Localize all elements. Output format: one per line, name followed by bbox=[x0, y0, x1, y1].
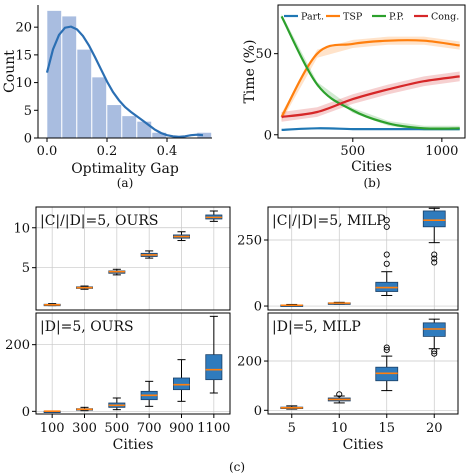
x-axis-label: Cities bbox=[351, 159, 392, 175]
panel-title: |C|/|D|=5, OURS bbox=[40, 213, 158, 229]
outlier-point bbox=[383, 344, 390, 351]
plot-frame bbox=[277, 4, 466, 139]
y-tick-label: 50 bbox=[255, 47, 272, 62]
time-percent-panel: 0 50 500 1000 Cities Time (%) Part. TSP P.P. Cong… bbox=[242, 4, 466, 190]
outlier-point bbox=[383, 260, 390, 267]
x-tick-label: 500 bbox=[340, 144, 365, 159]
x-tick-label: 0.4 bbox=[157, 144, 178, 159]
series-band bbox=[281, 36, 460, 121]
plot-frame bbox=[267, 206, 459, 311]
outlier-point bbox=[383, 223, 390, 230]
legend-label: P.P. bbox=[389, 12, 404, 23]
outlier-point bbox=[431, 348, 438, 355]
caption-c: (c) bbox=[229, 460, 245, 474]
boxplot-panel-c1: 5 10 |C|/|D|=5, OURS bbox=[13, 206, 231, 311]
y-tick-label: 0 bbox=[24, 132, 32, 147]
legend-label: Cong. bbox=[431, 12, 459, 23]
y-tick-label: 5 bbox=[22, 261, 30, 276]
y-tick-label: 0 bbox=[22, 405, 30, 420]
outlier-point bbox=[431, 350, 438, 357]
series-line bbox=[281, 75, 460, 118]
box bbox=[173, 377, 190, 391]
boxplot-panel-c3: 100 300 500 700 900 1100 0 200 |D|=5, OURS Cities bbox=[5, 312, 231, 453]
x-tick-label: 500 bbox=[104, 421, 129, 436]
y-tick-label: 5 bbox=[24, 104, 32, 119]
panel-title: |D|=5, OURS bbox=[40, 319, 134, 335]
y-tick-label: 250 bbox=[237, 234, 262, 249]
histogram-bar bbox=[136, 121, 152, 139]
y-axis-label: Time (%) bbox=[242, 39, 258, 103]
y-tick-label: 0 bbox=[254, 300, 262, 315]
y-tick-label: 10 bbox=[13, 221, 30, 236]
plot-frame bbox=[267, 312, 459, 415]
boxplot-panel-c2: 0 250 |C|/|D|=5, MILP bbox=[237, 206, 459, 315]
histogram-bar bbox=[91, 76, 107, 139]
caption-b: (b) bbox=[363, 176, 380, 190]
x-tick-label: 10 bbox=[331, 421, 348, 436]
outlier-point bbox=[336, 391, 343, 398]
x-tick-label: 20 bbox=[426, 421, 443, 436]
outlier-point bbox=[431, 251, 438, 258]
x-tick-label: 0.2 bbox=[97, 144, 118, 159]
y-tick-label: 20 bbox=[15, 21, 32, 36]
box bbox=[205, 354, 223, 381]
y-axis-label: Count bbox=[2, 50, 18, 93]
series-line bbox=[280, 15, 460, 130]
x-tick-label: 1000 bbox=[425, 144, 458, 159]
outlier-point bbox=[383, 217, 390, 224]
x-axis-label: Optimality Gap bbox=[71, 161, 179, 177]
plot-frame bbox=[35, 312, 231, 415]
panel-title: |D|=5, MILP bbox=[272, 319, 361, 335]
x-tick-label: 5 bbox=[288, 421, 296, 436]
panel-title: |C|/|D|=5, MILP bbox=[272, 213, 386, 229]
plot-frame bbox=[35, 206, 231, 311]
x-tick-label: 300 bbox=[72, 421, 97, 436]
x-axis-label: Cities bbox=[343, 437, 384, 453]
kde-curve bbox=[45, 25, 204, 139]
legend-label: Part. bbox=[301, 12, 324, 23]
x-axis-label: Cities bbox=[113, 437, 154, 453]
histogram-bar bbox=[106, 104, 122, 139]
histogram-panel: 0 5 10 15 20 0.0 0.2 0.4 Optimality Gap Count (a) bbox=[2, 5, 212, 190]
outlier-point bbox=[431, 255, 438, 262]
y-tick-label: 0 bbox=[254, 404, 262, 419]
series-line bbox=[280, 39, 460, 118]
outlier-point bbox=[383, 251, 390, 258]
legend-label: TSP bbox=[343, 12, 363, 23]
histogram-bar bbox=[46, 10, 62, 139]
y-tick-label: 200 bbox=[237, 355, 262, 370]
y-tick-label: 10 bbox=[15, 76, 32, 91]
x-tick-label: 900 bbox=[169, 421, 194, 436]
y-tick-label: 15 bbox=[15, 48, 32, 63]
x-tick-label: 1100 bbox=[197, 421, 230, 436]
caption-a: (a) bbox=[117, 176, 134, 190]
x-tick-label: 0.0 bbox=[37, 144, 58, 159]
histogram-bar bbox=[121, 115, 137, 139]
histogram-bar bbox=[61, 15, 77, 139]
x-tick-label: 700 bbox=[137, 421, 162, 436]
outlier-point bbox=[383, 346, 390, 354]
x-tick-label: 15 bbox=[378, 421, 395, 436]
outlier-point bbox=[431, 259, 438, 266]
histogram-bar bbox=[76, 49, 92, 139]
y-tick-label: 0 bbox=[264, 128, 272, 143]
box bbox=[422, 210, 446, 228]
x-tick-label: 100 bbox=[40, 421, 65, 436]
y-tick-label: 200 bbox=[5, 338, 30, 353]
